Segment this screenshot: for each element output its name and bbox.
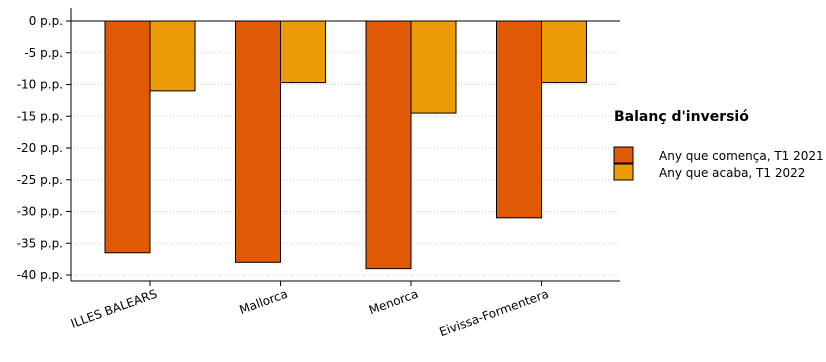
bar — [410, 20, 457, 114]
y-tick-label: -5 p.p. — [24, 46, 63, 60]
legend-swatch — [613, 163, 634, 181]
bar — [496, 20, 542, 219]
bars — [104, 20, 587, 270]
legend: Balanç d'inversió Any que comença, T1 20… — [613, 109, 824, 181]
legend-label: Any que acaba, T1 2022 — [659, 166, 805, 180]
y-tick-label: -10 p.p. — [17, 78, 63, 92]
y-tick-label: -25 p.p. — [17, 173, 63, 187]
x-tick-label: ILLES BALEARS — [69, 287, 159, 331]
bar — [541, 20, 587, 84]
x-tick-label: Menorca — [367, 287, 420, 318]
legend-title: Balanç d'inversió — [614, 109, 749, 125]
legend-label: Any que comença, T1 2021 — [659, 149, 824, 163]
y-tick-label: -40 p.p. — [17, 268, 63, 282]
axes — [70, 8, 620, 282]
x-tick-label: Mallorca — [237, 287, 289, 317]
y-tick-label: -20 p.p. — [17, 141, 63, 155]
x-tick-label: Eivissa-Formentera — [438, 287, 551, 340]
x-axis-ticks: ILLES BALEARS Mallorca Menorca Eivissa-Form… — [69, 281, 551, 339]
bar — [365, 20, 412, 270]
y-tick-label: -35 p.p. — [17, 236, 63, 250]
y-tick-label: 0 p.p. — [29, 14, 63, 28]
bar — [280, 20, 326, 84]
y-tick-label: -15 p.p. — [17, 109, 63, 123]
bar — [235, 20, 281, 263]
bar — [104, 20, 151, 254]
y-tick-label: -30 p.p. — [17, 205, 63, 219]
y-axis-ticks: 0 p.p. -5 p.p. -10 p.p. -15 p.p. -20 p.p. -25… — [17, 14, 71, 282]
bar — [149, 20, 196, 92]
legend-swatch — [613, 146, 634, 164]
